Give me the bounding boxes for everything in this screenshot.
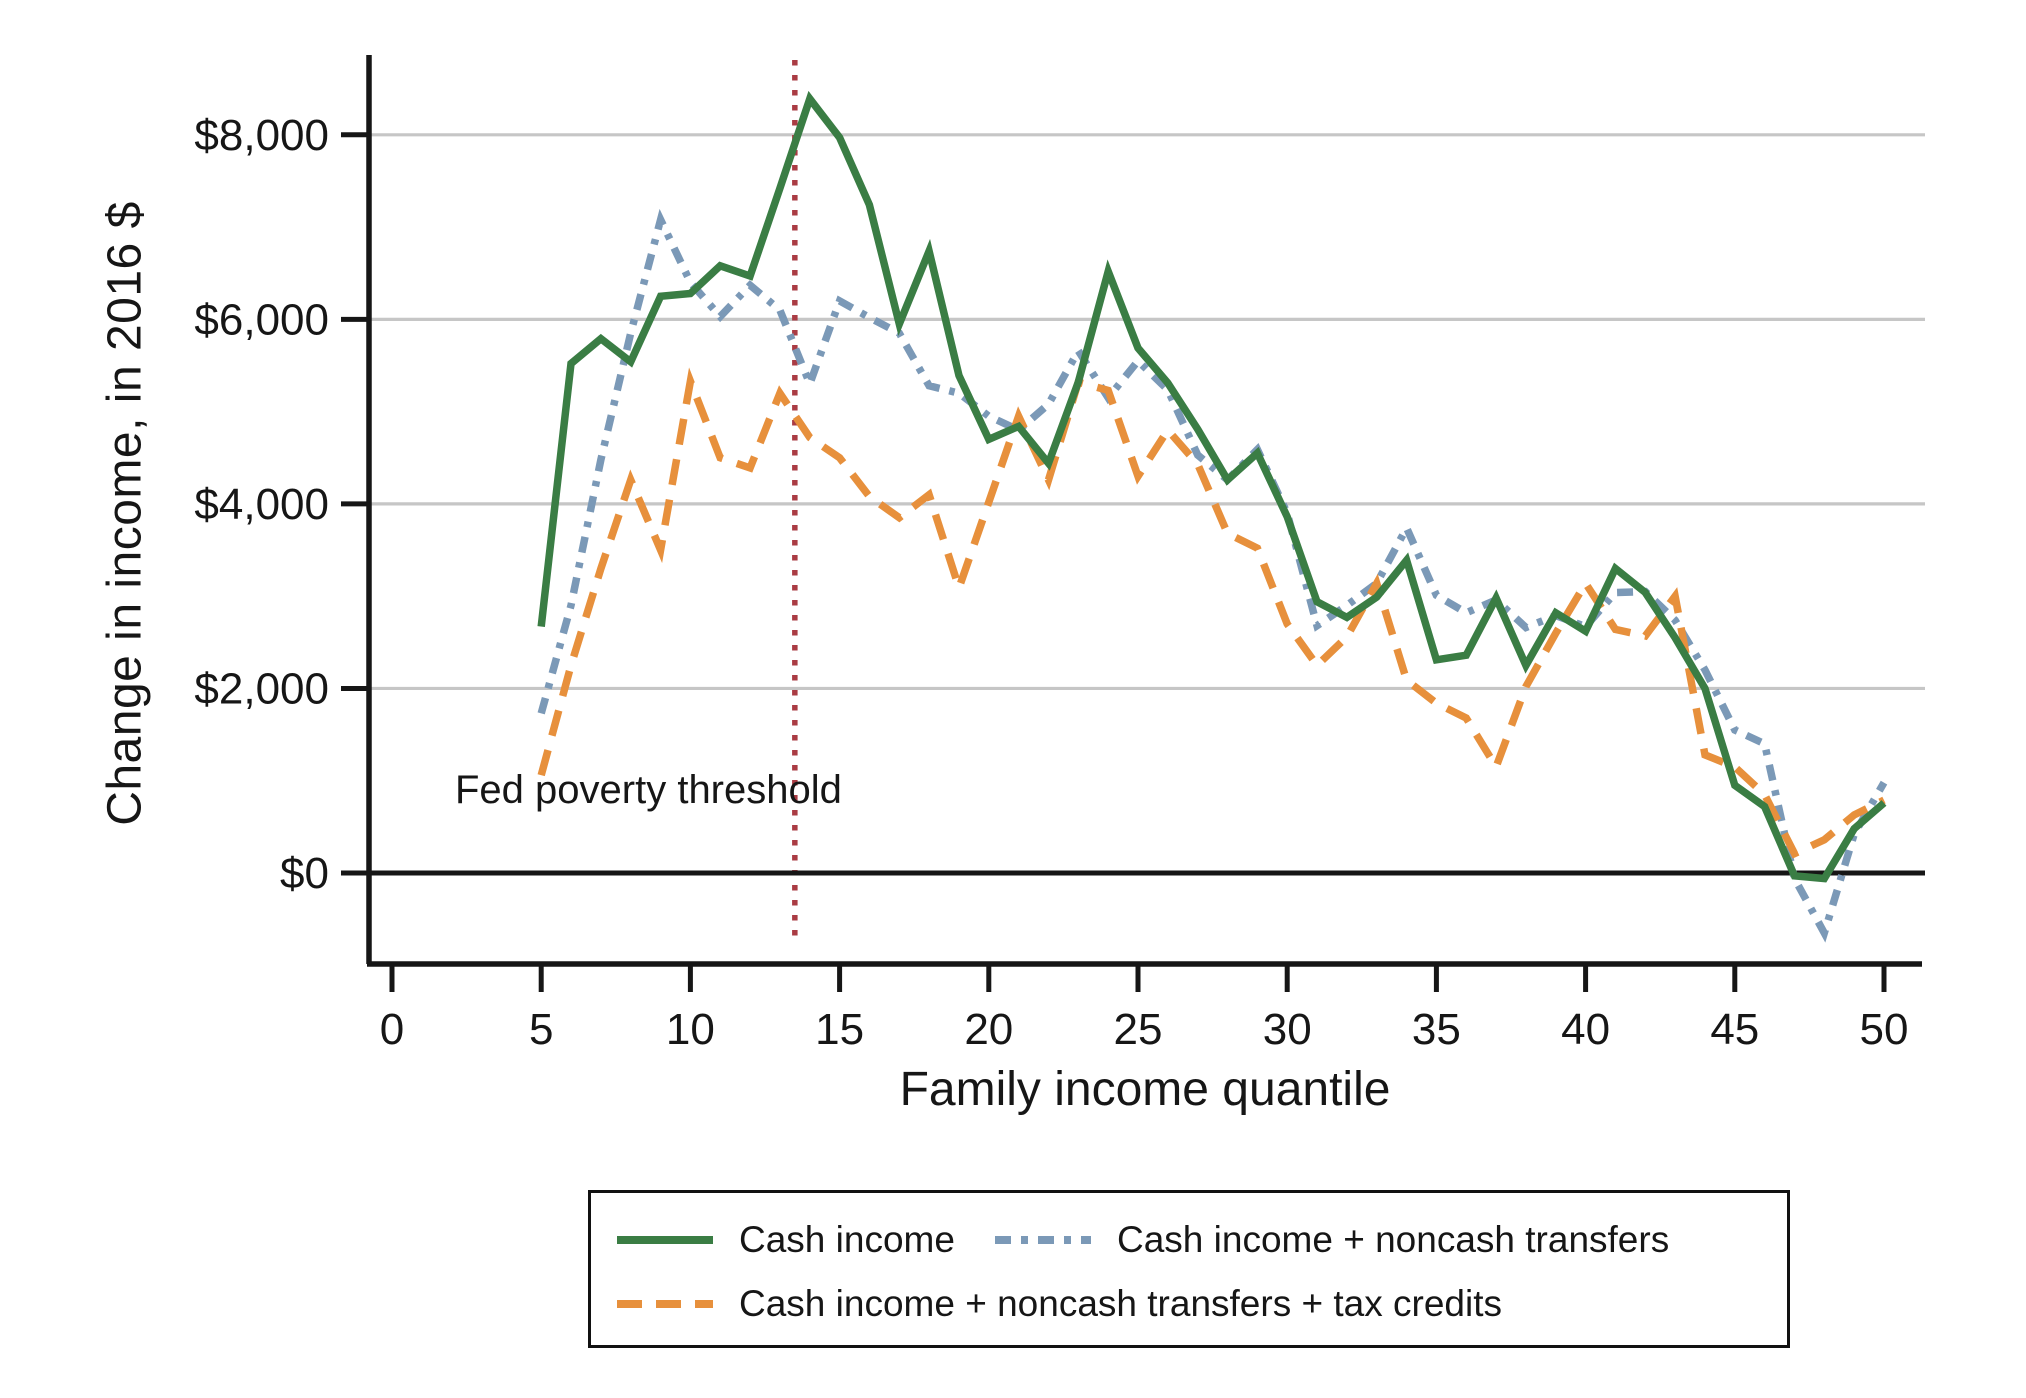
legend-swatch-dashed-line-icon xyxy=(617,1300,713,1308)
legend-label: Cash income + noncash transfers xyxy=(1117,1219,1670,1260)
legend-swatch-dashdot-line-icon xyxy=(995,1236,1091,1244)
y-tick-label: $6,000 xyxy=(194,295,329,344)
legend-item-tax-credits: Cash income + noncash transfers + tax cr… xyxy=(617,1279,1502,1329)
series-line-1-cash-income-noncash-transfers xyxy=(537,208,1888,943)
legend-swatch-solid-line-icon xyxy=(617,1236,713,1244)
x-tick-label: 35 xyxy=(1412,1005,1461,1054)
legend-label: Cash income + noncash transfers + tax cr… xyxy=(739,1283,1502,1324)
legend-item-noncash-transfers: Cash income + noncash transfers xyxy=(995,1215,1669,1265)
x-tick-label: 15 xyxy=(815,1005,864,1054)
x-tick-label: 10 xyxy=(666,1005,715,1054)
x-tick-label: 5 xyxy=(529,1005,553,1054)
x-tick-label: 30 xyxy=(1263,1005,1312,1054)
legend: Cash income Cash income + noncash transf… xyxy=(588,1190,1790,1348)
series-line-0-cash-income xyxy=(537,90,1887,883)
x-tick-label: 0 xyxy=(380,1005,404,1054)
threshold-label: Fed poverty threshold xyxy=(455,768,842,812)
y-axis-title: Change in income, in 2016 $ xyxy=(98,201,152,826)
y-tick-label: $8,000 xyxy=(194,111,329,160)
x-axis-title: Family income quantile xyxy=(899,1063,1391,1116)
x-tick-label: 45 xyxy=(1710,1005,1759,1054)
y-tick-label: $4,000 xyxy=(194,480,329,529)
x-tick-label: 40 xyxy=(1561,1005,1610,1054)
x-tick-label: 20 xyxy=(964,1005,1013,1054)
x-tick-label: 50 xyxy=(1860,1005,1909,1054)
legend-label: Cash income xyxy=(739,1219,955,1260)
y-tick-label: $0 xyxy=(280,849,329,898)
y-tick-label: $2,000 xyxy=(194,664,329,713)
legend-item-cash-income: Cash income xyxy=(617,1215,955,1265)
x-tick-label: 25 xyxy=(1114,1005,1163,1054)
